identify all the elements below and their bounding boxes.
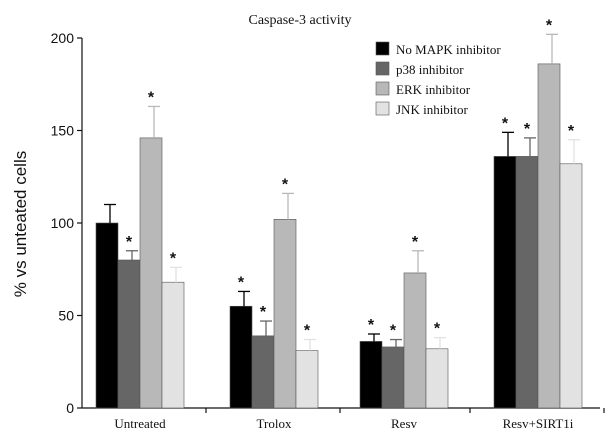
significance-star: * xyxy=(148,89,155,106)
y-tick-label: 100 xyxy=(51,215,75,231)
y-tick-label: 150 xyxy=(51,123,75,139)
legend-swatch xyxy=(375,101,390,116)
bar-1-3 xyxy=(295,350,319,409)
significance-star: * xyxy=(282,176,289,193)
bar-3-2 xyxy=(537,63,561,409)
significance-star: * xyxy=(434,321,441,338)
y-tick-label: 50 xyxy=(58,308,74,324)
legend-label: ERK inhibitor xyxy=(396,82,471,97)
chart-title: Caspase-3 activity xyxy=(248,13,351,28)
x-tick-label: Untreated xyxy=(114,416,166,431)
bar-2-2 xyxy=(403,272,427,409)
bar-3-0 xyxy=(493,156,517,409)
bar-0-0 xyxy=(95,222,119,409)
legend-swatch xyxy=(375,41,390,56)
significance-star: * xyxy=(568,123,575,140)
bar-1-2 xyxy=(273,219,297,409)
x-tick-label: Resv+SIRT1i xyxy=(503,416,574,431)
significance-star: * xyxy=(260,304,267,321)
bar-1-0 xyxy=(229,305,253,409)
bar-2-3 xyxy=(425,348,449,409)
x-tick-label: Resv xyxy=(391,416,418,431)
y-tick-label: 0 xyxy=(66,400,74,416)
plot-area: 0 50 100 150 200 * * * Untreated * * * * Trolox * * * * Re… xyxy=(51,17,605,431)
legend-label: No MAPK inhibitor xyxy=(396,42,501,57)
significance-star: * xyxy=(170,250,177,267)
legend-swatch xyxy=(375,81,390,96)
bar-0-3 xyxy=(161,281,185,409)
legend-swatch xyxy=(375,61,390,76)
significance-star: * xyxy=(126,234,133,251)
significance-star: * xyxy=(390,323,397,340)
significance-star: * xyxy=(238,274,245,291)
bar-1-1 xyxy=(251,335,275,409)
significance-star: * xyxy=(524,121,531,138)
bar-3-1 xyxy=(515,156,539,409)
legend: No MAPK inhibitor p38 inhibitor ERK inhibi… xyxy=(375,41,501,117)
significance-star: * xyxy=(412,234,419,251)
bar-3-3 xyxy=(559,163,583,409)
significance-star: * xyxy=(546,17,553,34)
bar-2-1 xyxy=(381,346,405,409)
legend-label: p38 inhibitor xyxy=(396,62,464,77)
y-axis-label: % vs unteated cells xyxy=(11,151,30,297)
bar-2-0 xyxy=(359,341,383,409)
bar-0-2 xyxy=(139,137,163,409)
significance-star: * xyxy=(304,323,311,340)
x-tick-label: Trolox xyxy=(257,416,292,431)
significance-star: * xyxy=(502,115,509,132)
bar-0-1 xyxy=(117,259,141,409)
y-tick-label: 200 xyxy=(51,30,75,46)
significance-star: * xyxy=(368,317,375,334)
legend-label: JNK inhibitor xyxy=(396,102,469,117)
